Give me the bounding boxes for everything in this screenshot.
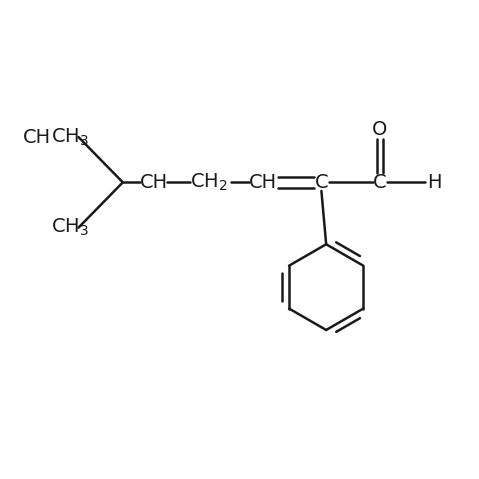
Text: CH$_2$: CH$_2$ — [190, 171, 228, 193]
Text: C: C — [315, 173, 328, 192]
Text: H: H — [427, 173, 442, 192]
Text: CH: CH — [23, 127, 51, 147]
Text: CH: CH — [249, 173, 277, 192]
Text: CH$_3$: CH$_3$ — [51, 217, 90, 238]
Text: CH$_3$: CH$_3$ — [51, 126, 90, 148]
Text: CH: CH — [140, 173, 168, 192]
Text: O: O — [372, 121, 388, 139]
Text: C: C — [373, 173, 387, 192]
